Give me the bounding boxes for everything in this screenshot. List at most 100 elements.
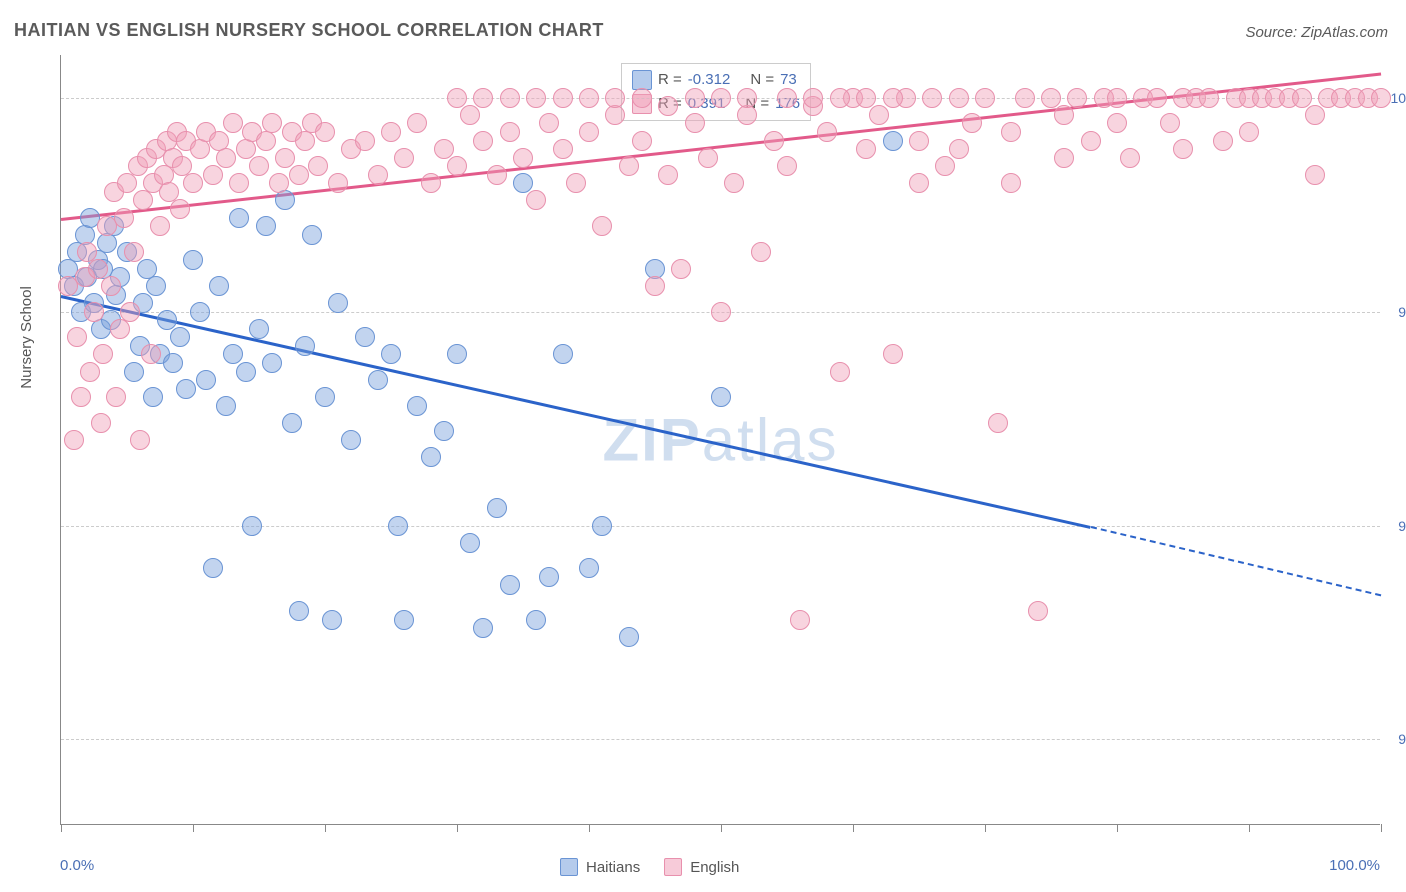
legend-item-haitians: Haitians (560, 858, 640, 876)
data-point (553, 344, 573, 364)
data-point (322, 610, 342, 630)
data-point (777, 88, 797, 108)
data-point (381, 122, 401, 142)
data-point (949, 139, 969, 159)
data-point (133, 190, 153, 210)
data-point (130, 430, 150, 450)
data-point (1213, 131, 1233, 151)
data-point (114, 208, 134, 228)
data-point (110, 319, 130, 339)
data-point (289, 165, 309, 185)
data-point (658, 96, 678, 116)
data-point (579, 88, 599, 108)
data-point (803, 88, 823, 108)
data-point (1001, 173, 1021, 193)
data-point (1147, 88, 1167, 108)
data-point (355, 131, 375, 151)
source-label: Source: ZipAtlas.com (1245, 24, 1388, 41)
data-point (275, 190, 295, 210)
data-point (724, 173, 744, 193)
data-point (124, 362, 144, 382)
data-point (71, 387, 91, 407)
data-point (592, 216, 612, 236)
y-tick-label: 92.5% (1398, 731, 1406, 747)
data-point (883, 88, 903, 108)
data-point (249, 319, 269, 339)
data-point (1305, 165, 1325, 185)
data-point (1081, 131, 1101, 151)
data-point (711, 88, 731, 108)
x-axis-label-min: 0.0% (60, 857, 94, 874)
data-point (751, 242, 771, 262)
data-point (1120, 148, 1140, 168)
data-point (830, 362, 850, 382)
chart-container: HAITIAN VS ENGLISH NURSERY SCHOOL CORREL… (0, 0, 1406, 892)
swatch-pink-icon (664, 858, 682, 876)
data-point (223, 113, 243, 133)
series-legend: Haitians English (560, 858, 739, 876)
data-point (262, 353, 282, 373)
data-point (315, 122, 335, 142)
data-point (685, 113, 705, 133)
data-point (711, 302, 731, 322)
data-point (67, 327, 87, 347)
data-point (203, 558, 223, 578)
data-point (341, 430, 361, 450)
x-tick (193, 824, 194, 832)
x-tick (325, 824, 326, 832)
plot-area: ZIPatlas R = -0.312 N = 73 R = 0.391 N =… (60, 55, 1380, 825)
data-point (407, 396, 427, 416)
data-point (632, 88, 652, 108)
data-point (1015, 88, 1035, 108)
data-point (605, 105, 625, 125)
data-point (1292, 88, 1312, 108)
data-point (975, 88, 995, 108)
data-point (500, 88, 520, 108)
data-point (1107, 113, 1127, 133)
data-point (101, 276, 121, 296)
data-point (500, 575, 520, 595)
data-point (157, 310, 177, 330)
data-point (388, 516, 408, 536)
data-point (262, 113, 282, 133)
data-point (256, 216, 276, 236)
data-point (962, 113, 982, 133)
trendline (61, 295, 1091, 528)
x-tick (1117, 824, 1118, 832)
data-point (236, 362, 256, 382)
data-point (526, 88, 546, 108)
data-point (605, 88, 625, 108)
data-point (883, 344, 903, 364)
data-point (308, 156, 328, 176)
y-tick-label: 97.5% (1398, 304, 1406, 320)
data-point (856, 88, 876, 108)
data-point (183, 250, 203, 270)
data-point (830, 88, 850, 108)
data-point (295, 131, 315, 151)
data-point (553, 88, 573, 108)
data-point (1199, 88, 1219, 108)
trendline-extrapolated (1090, 526, 1381, 596)
x-tick (721, 824, 722, 832)
data-point (421, 447, 441, 467)
data-point (229, 208, 249, 228)
y-tick-label: 100.0% (1391, 90, 1406, 106)
data-point (1305, 105, 1325, 125)
data-point (671, 259, 691, 279)
data-point (1028, 601, 1048, 621)
data-point (1067, 88, 1087, 108)
data-point (183, 173, 203, 193)
data-point (685, 88, 705, 108)
data-point (513, 148, 533, 168)
data-point (407, 113, 427, 133)
data-point (120, 302, 140, 322)
data-point (381, 344, 401, 364)
data-point (473, 618, 493, 638)
data-point (737, 105, 757, 125)
data-point (1107, 88, 1127, 108)
gridline (61, 739, 1380, 740)
data-point (315, 387, 335, 407)
data-point (909, 173, 929, 193)
data-point (368, 370, 388, 390)
data-point (1160, 113, 1180, 133)
